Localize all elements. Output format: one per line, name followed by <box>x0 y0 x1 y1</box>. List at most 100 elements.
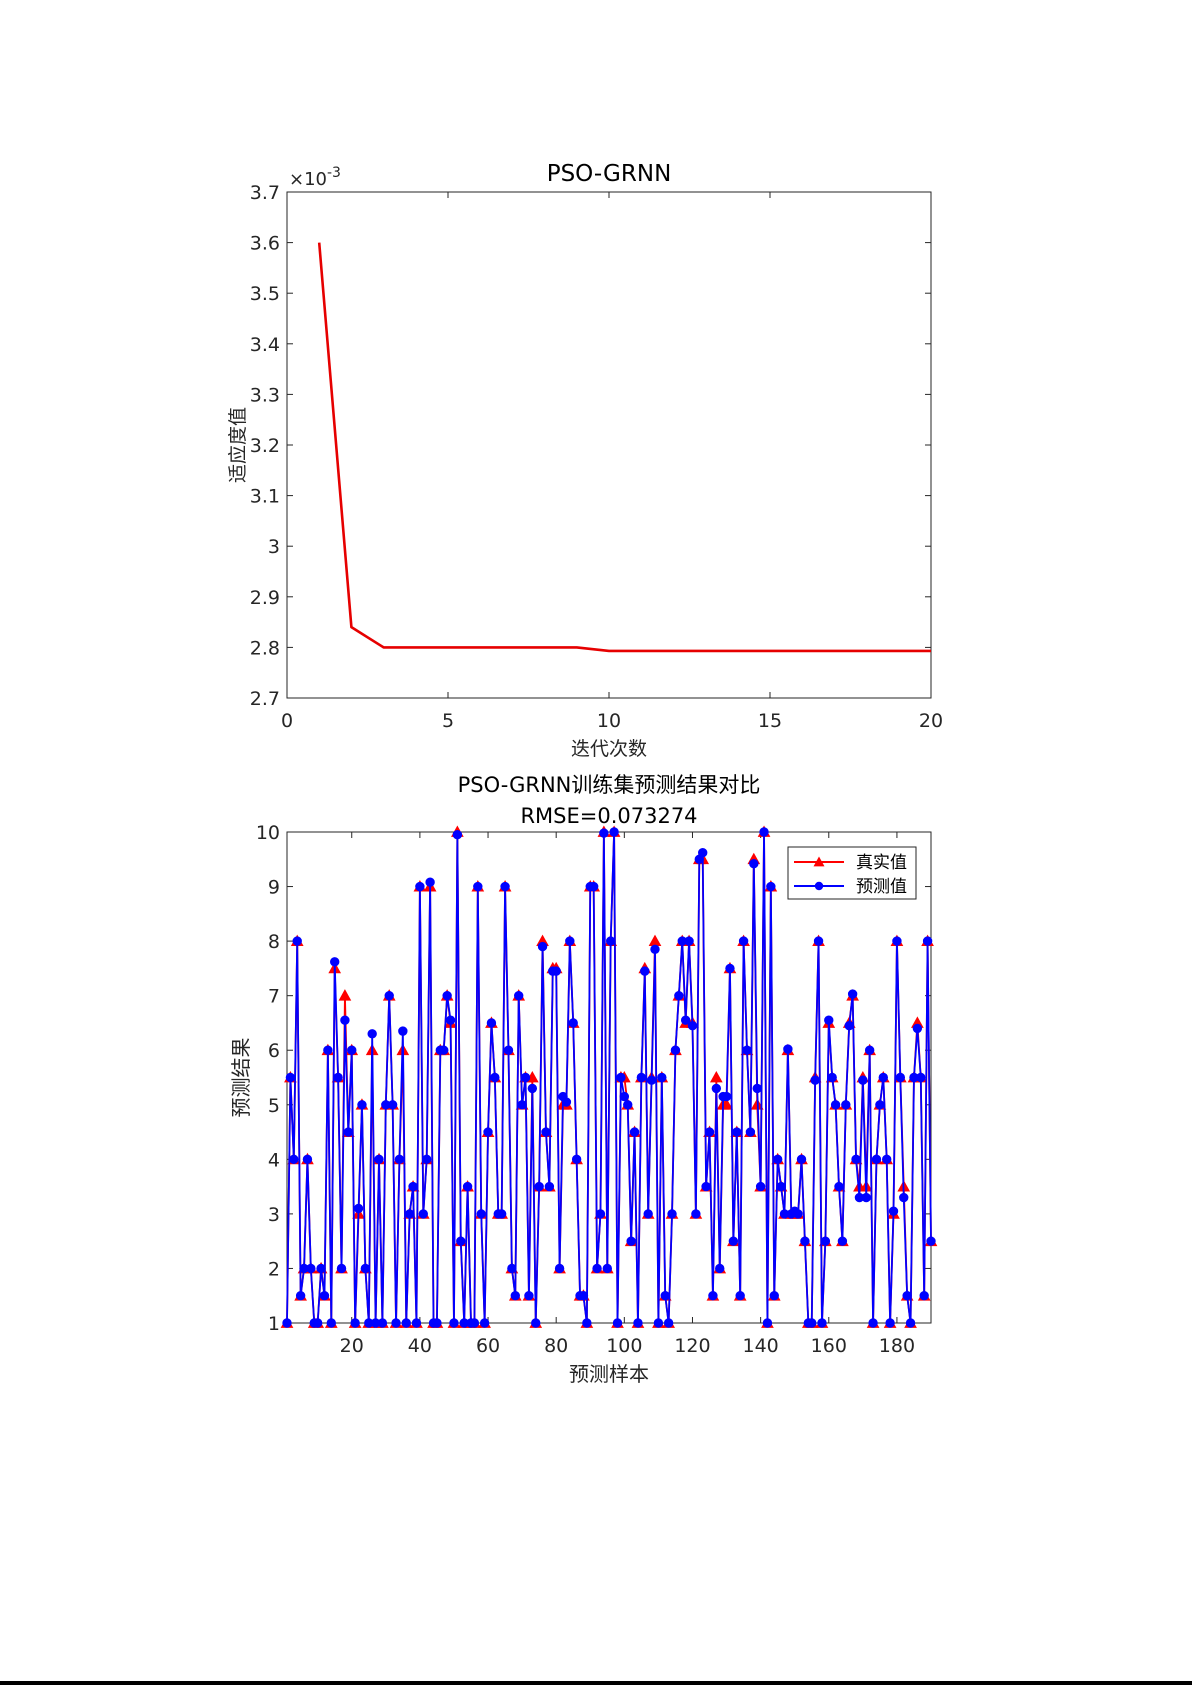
predicted-value-point <box>479 1318 490 1328</box>
predicted-value-point <box>895 1072 906 1083</box>
y-exponent-power: -3 <box>327 165 341 181</box>
predicted-value-point <box>810 1075 820 1085</box>
predicted-value-point <box>871 1154 882 1165</box>
y-tick-label: 3.5 <box>250 283 280 305</box>
predicted-value-point <box>306 1263 316 1274</box>
predicted-value-point <box>711 1083 722 1094</box>
predicted-value-point <box>708 1291 718 1301</box>
predicted-value-point <box>698 848 708 858</box>
predicted-value-point <box>847 989 858 999</box>
series-line-2 <box>286 831 932 1324</box>
predicted-value-point <box>663 1318 674 1328</box>
predicted-value-point <box>592 1263 602 1274</box>
predicted-value-point <box>336 1263 347 1274</box>
predicted-value-point <box>878 1072 888 1083</box>
predicted-value-point <box>374 1154 384 1165</box>
predicted-value-point <box>796 1154 807 1165</box>
page-bottom-rule <box>0 1681 1192 1685</box>
predicted-value-point <box>289 1154 299 1165</box>
predicted-value-point <box>772 1154 783 1165</box>
predicted-value-point <box>408 1181 418 1192</box>
predicted-value-point <box>735 1291 745 1301</box>
y-tick-label: 3.3 <box>250 384 280 406</box>
convergence-chart: 0 5 10 15 20 2.7 2.8 2.9 3 3.1 3.2 3.3 3.4 3.5 3.6 3.7 ×… <box>227 161 943 760</box>
predicted-value-point <box>660 1291 670 1301</box>
predicted-value-point <box>919 1291 929 1301</box>
predicted-value-point <box>449 1318 459 1328</box>
predicted-value-point <box>824 1015 834 1025</box>
y-tick-label: 8 <box>268 931 280 953</box>
predicted-value-point <box>749 858 759 869</box>
y-tick-label: 3.4 <box>250 334 280 356</box>
x-axis-label: 预测样本 <box>569 1362 649 1386</box>
x-tick-label: 5 <box>442 710 454 732</box>
chart-subtitle: RMSE=0.073274 <box>520 804 697 828</box>
predicted-value-point <box>319 1291 330 1301</box>
predicted-value-point <box>360 1263 371 1274</box>
predicted-value-point <box>885 1318 895 1328</box>
predicted-value-point <box>888 1206 899 1216</box>
predicted-value-point <box>551 966 561 976</box>
predicted-value-point <box>330 957 340 967</box>
predicted-value-point <box>643 1209 653 1219</box>
x-tick-label: 140 <box>742 1335 778 1357</box>
predicted-value-point <box>755 1181 766 1192</box>
plot-area <box>286 191 932 699</box>
predicted-value-point <box>469 1318 480 1328</box>
predicted-value-point <box>653 1318 664 1328</box>
y-tick-label: 7 <box>268 986 280 1008</box>
legend-label-1: 真实值 <box>856 853 907 873</box>
predicted-value-point <box>411 1318 422 1328</box>
predicted-value-point <box>745 1127 756 1137</box>
x-tick-label: 15 <box>758 710 782 732</box>
predicted-value-point <box>316 1263 326 1274</box>
predicted-value-point <box>588 881 599 892</box>
predicted-value-point <box>882 1154 892 1165</box>
x-tick-label: 100 <box>606 1335 642 1357</box>
predicted-value-point <box>609 827 619 837</box>
predicted-value-point <box>769 1291 779 1301</box>
predicted-value-point <box>817 1318 827 1328</box>
x-tick-label: 20 <box>919 710 943 732</box>
predicted-value-point <box>864 1045 875 1055</box>
predicted-value-point <box>302 1154 313 1165</box>
x-tick-label: 40 <box>408 1335 432 1357</box>
predicted-value-point <box>295 1291 306 1301</box>
predicted-value-point <box>357 1100 367 1110</box>
predicted-value-point <box>452 830 463 840</box>
predicted-value-point <box>476 1209 486 1219</box>
predicted-value-point <box>875 1100 885 1110</box>
predicted-value-point <box>401 1318 411 1328</box>
y-tick-label: 2.7 <box>250 688 280 710</box>
x-tick-label: 10 <box>597 710 621 732</box>
predicted-value-point <box>326 1318 336 1328</box>
predicted-value-point <box>544 1181 555 1192</box>
predicted-value-point <box>640 966 650 976</box>
y-tick-label: 9 <box>268 877 280 899</box>
y-tick-label: 10 <box>256 822 280 844</box>
y-tick-label: 3 <box>268 1204 280 1226</box>
predicted-value-point <box>807 1318 817 1328</box>
predicted-value-point <box>762 1318 773 1328</box>
predicted-value-point <box>483 1127 493 1137</box>
x-tick-label: 0 <box>281 710 293 732</box>
y-tick-label: 4 <box>268 1149 280 1171</box>
predicted-value-point <box>282 1318 292 1328</box>
predicted-value-point <box>578 1291 589 1301</box>
predicted-value-point <box>899 1192 909 1203</box>
y-tick-label: 6 <box>268 1040 280 1062</box>
predicted-value-point <box>721 1091 732 1102</box>
x-tick-label: 180 <box>879 1335 915 1357</box>
predicted-value-point <box>830 1100 841 1110</box>
predicted-value-point <box>565 936 575 946</box>
y-tick-label: 2.9 <box>250 587 280 609</box>
chart-title: PSO-GRNN <box>547 161 672 187</box>
legend-triangle-marker <box>813 856 825 867</box>
predicted-value-point <box>715 1263 725 1274</box>
predicted-value-point <box>793 1209 803 1219</box>
predicted-value-point <box>394 1154 405 1165</box>
predicted-value-point <box>425 877 435 887</box>
predicted-value-point <box>582 1318 592 1328</box>
predicted-value-point <box>725 963 735 974</box>
predicted-value-point <box>367 1029 377 1039</box>
